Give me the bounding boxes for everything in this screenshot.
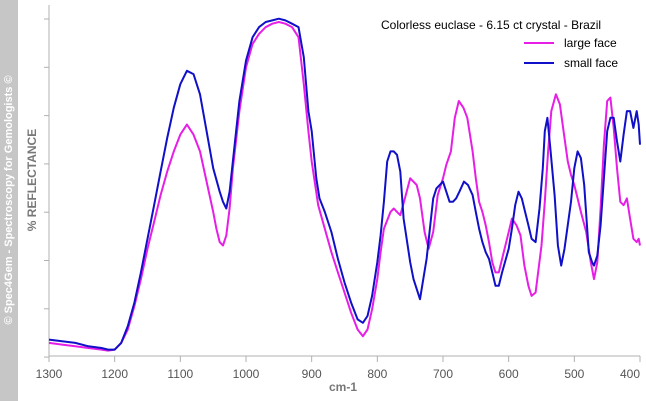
x-axis-label: cm-1 — [329, 380, 357, 394]
x-tick-label: 600 — [499, 367, 519, 381]
x-tick-label: 800 — [367, 367, 387, 381]
x-tick-label: 900 — [302, 367, 322, 381]
legend-label-small-face: small face — [564, 56, 618, 70]
legend-label-large-face: large face — [564, 36, 617, 50]
x-tick-label: 700 — [433, 367, 453, 381]
chart-title: Colorless euclase - 6.15 ct crystal - Br… — [381, 18, 601, 32]
series-line-small-face — [48, 17, 641, 351]
x-tick-label: 400 — [620, 367, 640, 381]
x-tick-label: 1000 — [233, 367, 260, 381]
copyright-sidebar: © Spec4Gem - Spectroscopy for Gemologist… — [0, 0, 18, 401]
x-tick-label: 1100 — [167, 367, 193, 381]
series-line-large-face — [48, 21, 641, 352]
x-tick-label: 1300 — [36, 367, 63, 381]
x-tick-label: 500 — [564, 367, 584, 381]
legend: Colorless euclase - 6.15 ct crystal - Br… — [381, 18, 618, 70]
plot-area: 1300 1200 1100 1000 900 800 700 600 500 400 — [36, 5, 641, 381]
y-axis-label: % REFLECTANCE — [25, 129, 39, 231]
x-tick-label: 1200 — [101, 367, 128, 381]
